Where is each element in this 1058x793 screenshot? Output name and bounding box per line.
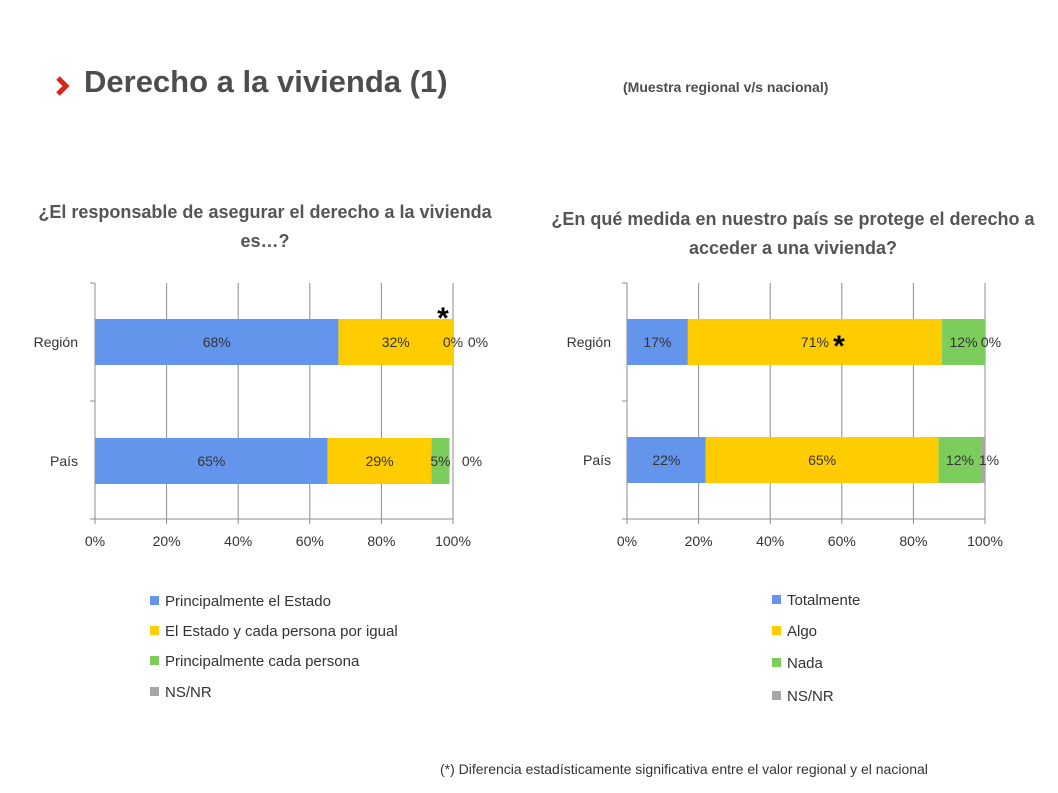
chart1-legend-swatch: [150, 687, 159, 696]
chart2-category-label: Región: [567, 334, 611, 350]
chart1-x-tick-label: 0%: [85, 533, 105, 549]
chart2-legend-swatch: [772, 658, 781, 667]
chart1-data-label: 0%: [462, 453, 482, 469]
chart1-x-tick-label: 60%: [296, 533, 324, 549]
chart1-x-tick-label: 100%: [435, 533, 471, 549]
chart2-legend-label: NS/NR: [787, 688, 834, 705]
chart1-x-tick-label: 80%: [367, 533, 395, 549]
chart1-bar-segment: [327, 438, 432, 484]
chart2-bar-segment: [627, 437, 706, 483]
chart2-bar-segment: [942, 319, 985, 365]
chart2-data-label: 12%: [946, 452, 974, 468]
chart2-data-label: 12%: [950, 334, 978, 350]
chart2-x-tick-label: 80%: [899, 533, 927, 549]
chart2-x-tick-label: 0%: [617, 533, 637, 549]
chart2-x-tick-label: 20%: [685, 533, 713, 549]
chart1-title: ¿El responsable de asegurar el derecho a…: [38, 202, 492, 251]
chart1-legend-swatch: [150, 596, 159, 605]
chart2-legend-swatch: [772, 595, 781, 604]
chart1-data-label: 0%: [443, 334, 463, 350]
chart1-bar-segment: [338, 319, 453, 365]
chart2-data-label: 1%: [979, 452, 999, 468]
footnote: (*) Diferencia estadísticamente signific…: [440, 761, 928, 777]
chart1-x-tick-label: 40%: [224, 533, 252, 549]
chart2-x-tick-label: 60%: [828, 533, 856, 549]
chart1-data-label: 29%: [366, 453, 394, 469]
chart2-data-label: 17%: [643, 334, 671, 350]
chart1-category-label: Región: [34, 334, 78, 350]
page-subtitle: (Muestra regional v/s nacional): [623, 79, 829, 95]
chart1-legend-label: Principalmente el Estado: [165, 593, 331, 610]
chart2-data-label: 71%: [801, 334, 829, 350]
chart1-significance-star: *: [437, 302, 449, 335]
page-title: Derecho a la vivienda (1): [84, 64, 448, 99]
chart1-data-label: 0%: [468, 334, 488, 350]
chart1-legend-swatch: [150, 656, 159, 665]
chart1-data-label: 32%: [382, 334, 410, 350]
chart2-legend-label: Totalmente: [787, 592, 860, 609]
chart2-bar-segment: [705, 437, 939, 483]
chart1-data-label: 68%: [203, 334, 231, 350]
chart2-x-tick-label: 100%: [967, 533, 1003, 549]
chart1-bar-segment: [431, 438, 450, 484]
chart2-legend-swatch: [772, 626, 781, 635]
chart2-data-label: 65%: [808, 452, 836, 468]
chart2-title: ¿En qué medida en nuestro país se proteg…: [551, 209, 1035, 258]
chart2-x-tick-label: 40%: [756, 533, 784, 549]
chart1-x-tick-label: 20%: [153, 533, 181, 549]
chart2-legend-label: Nada: [787, 655, 824, 672]
chart1-data-label: 5%: [430, 453, 450, 469]
chart2-bar-segment: [981, 437, 985, 483]
chart2-data-label: 0%: [981, 334, 1001, 350]
chart2-bar-segment: [938, 437, 982, 483]
chart1-legend-label: El Estado y cada persona por igual: [165, 623, 398, 640]
chart2-significance-star: *: [833, 330, 845, 363]
chart1-legend-swatch: [150, 626, 159, 635]
chart2-category-label: País: [583, 452, 611, 468]
chart1-bar-segment: [95, 319, 339, 365]
chart2-bar-segment: [627, 319, 688, 365]
chart1-legend-label: NS/NR: [165, 684, 212, 701]
chart1-bar-segment: [95, 438, 328, 484]
chart1-legend-label: Principalmente cada persona: [165, 653, 360, 670]
chart2-legend-label: Algo: [787, 623, 817, 640]
chevron-right-icon: [56, 76, 70, 96]
chart2-data-label: 22%: [652, 452, 680, 468]
chart1-responsable-vivienda: 0% 20% 40% 60% 80% 100% Región 68% 32% 0% 0% País 65…: [34, 282, 488, 701]
chart2-legend-swatch: [772, 691, 781, 700]
chart2-bar-segment: [687, 319, 943, 365]
chart1-category-label: País: [50, 453, 78, 469]
chart1-data-label: 65%: [197, 453, 225, 469]
